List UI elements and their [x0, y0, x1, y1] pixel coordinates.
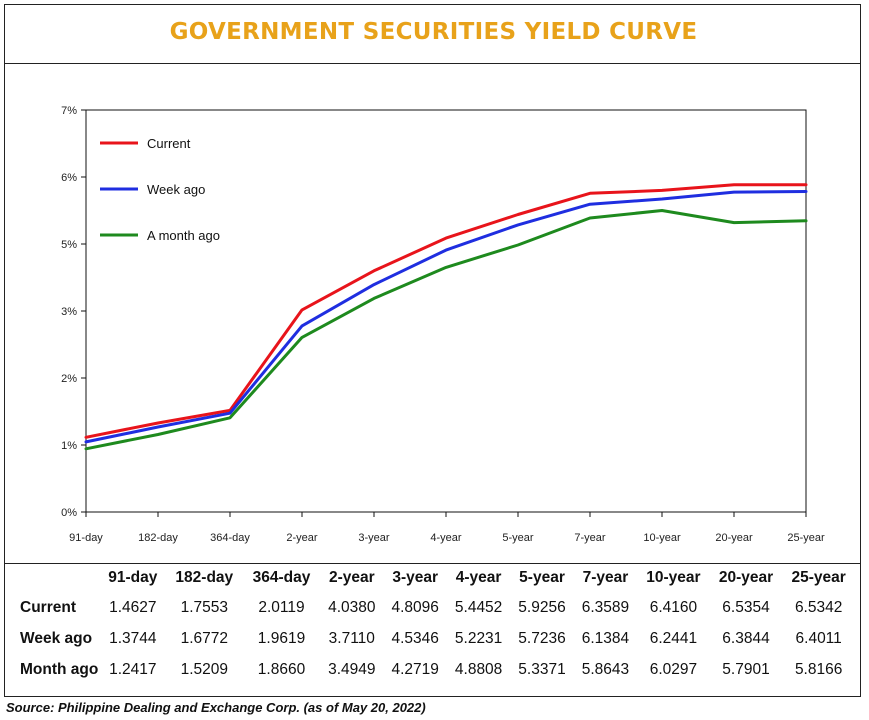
table-divider: [5, 563, 860, 564]
legend-label: Week ago: [147, 182, 205, 197]
table-cell: 6.5342: [794, 598, 843, 616]
table-cell: 1.5209: [180, 660, 228, 678]
series-line-current: [84, 183, 808, 439]
row-label: Week ago: [20, 629, 93, 647]
y-tick-label: 5%: [61, 239, 77, 251]
table-cell: 3.4949: [328, 660, 376, 678]
yield-curve-chart: 0% 1% 2% 3% 5% 6% 7% 91-day 182-day 364-day 2-year…: [61, 105, 825, 544]
x-tick-label: 10-year: [643, 532, 681, 544]
x-tick-label: 20-year: [715, 532, 753, 544]
table-header-cell: 4-year: [455, 568, 502, 586]
plot-area: [85, 109, 807, 513]
table-cell: 4.8096: [391, 598, 439, 616]
table-cell: 5.7901: [722, 660, 770, 678]
series-line-a-month-ago: [84, 209, 808, 451]
chart-title: GOVERNMENT SECURITIES YIELD CURVE: [169, 19, 698, 45]
table-cell: 6.3589: [581, 598, 630, 616]
table-cell: 4.8808: [454, 660, 503, 678]
table-cell: 4.5346: [391, 629, 439, 647]
x-tick-label: 3-year: [358, 532, 390, 544]
table-cell: 2.0119: [258, 598, 305, 616]
yield-table: 91-day 182-day 364-day 2-year 3-year 4-y…: [4, 563, 855, 685]
source-note: Source: Philippine Dealing and Exchange …: [6, 700, 426, 715]
table-cell: 1.2417: [109, 660, 157, 678]
x-tick-label: 4-year: [430, 532, 462, 544]
table-cell: 5.7236: [518, 629, 566, 647]
table-cell: 5.2231: [454, 629, 503, 647]
table-row-week-ago: Week ago 1.3744 1.6772 1.9619 3.7110 4.5…: [4, 623, 855, 654]
title-divider: [5, 63, 860, 64]
table-cell: 5.8166: [794, 660, 843, 678]
table-header-cell: 25-year: [791, 568, 846, 586]
y-tick-label: 1%: [61, 440, 77, 452]
table-cell: 1.8660: [257, 660, 306, 678]
x-tick-label: 364-day: [210, 532, 250, 544]
table-cell: 5.9256: [518, 598, 566, 616]
x-tick-label: 182-day: [138, 532, 178, 544]
legend-label: A month ago: [147, 228, 220, 243]
y-tick-label: 0%: [61, 507, 77, 519]
table-corner: [4, 563, 100, 592]
table-cell: 6.4011: [795, 629, 842, 647]
table-cell: 1.6772: [180, 629, 228, 647]
table-header-cell: 2-year: [328, 568, 375, 586]
table-cell: 6.4160: [649, 598, 698, 616]
table-header-cell: 182-day: [175, 568, 234, 586]
table-cell: 6.1384: [581, 629, 630, 647]
table-header-cell: 3-year: [392, 568, 439, 586]
table-cell: 3.7110: [328, 629, 375, 647]
table-cell: 4.0380: [328, 598, 376, 616]
table-header-cell: 5-year: [519, 568, 565, 586]
x-tick-label: 5-year: [502, 532, 534, 544]
table-row-current: Current 1.4627 1.7553 2.0119 4.0380 4.80…: [4, 592, 855, 623]
figure-frame: GOVERNMENT SECURITIES YIELD CURVE: [4, 4, 861, 697]
table-cell: 4.2719: [391, 660, 439, 678]
y-tick-label: 2%: [61, 373, 77, 385]
table-header-row: 91-day 182-day 364-day 2-year 3-year 4-y…: [4, 563, 855, 592]
table-cell: 5.3371: [518, 660, 566, 678]
table-header-cell: 10-year: [646, 568, 701, 586]
table-cell: 1.9619: [257, 629, 306, 647]
y-tick-label: 3%: [61, 306, 77, 318]
legend-label: Current: [147, 136, 191, 151]
table-cell: 5.4452: [454, 598, 503, 616]
row-label: Current: [20, 598, 76, 616]
y-tick-label: 7%: [61, 105, 77, 117]
table-cell: 1.7553: [180, 598, 228, 616]
table-cell: 6.2441: [649, 629, 698, 647]
table-header-cell: 91-day: [108, 568, 158, 586]
x-tick-label: 25-year: [787, 532, 825, 544]
series-line-week-ago: [84, 190, 808, 444]
table-header-cell: 20-year: [718, 568, 774, 586]
table-cell: 5.8643: [581, 660, 630, 678]
x-tick-label: 7-year: [574, 532, 606, 544]
table-cell: 1.4627: [109, 598, 157, 616]
table-header-cell: 364-day: [252, 568, 311, 586]
y-tick-label: 6%: [61, 172, 77, 184]
table-cell: 6.5354: [722, 598, 770, 616]
x-tick-label: 91-day: [69, 532, 103, 544]
table-cell: 1.3744: [109, 629, 157, 647]
x-tick-label: 2-year: [286, 532, 318, 544]
table-row-month-ago: Month ago 1.2417 1.5209 1.8660 3.4949 4.…: [4, 654, 855, 685]
row-label: Month ago: [20, 660, 99, 678]
table-header-cell: 7-year: [582, 568, 629, 586]
table-cell: 6.3844: [722, 629, 770, 647]
table-cell: 6.0297: [649, 660, 698, 678]
